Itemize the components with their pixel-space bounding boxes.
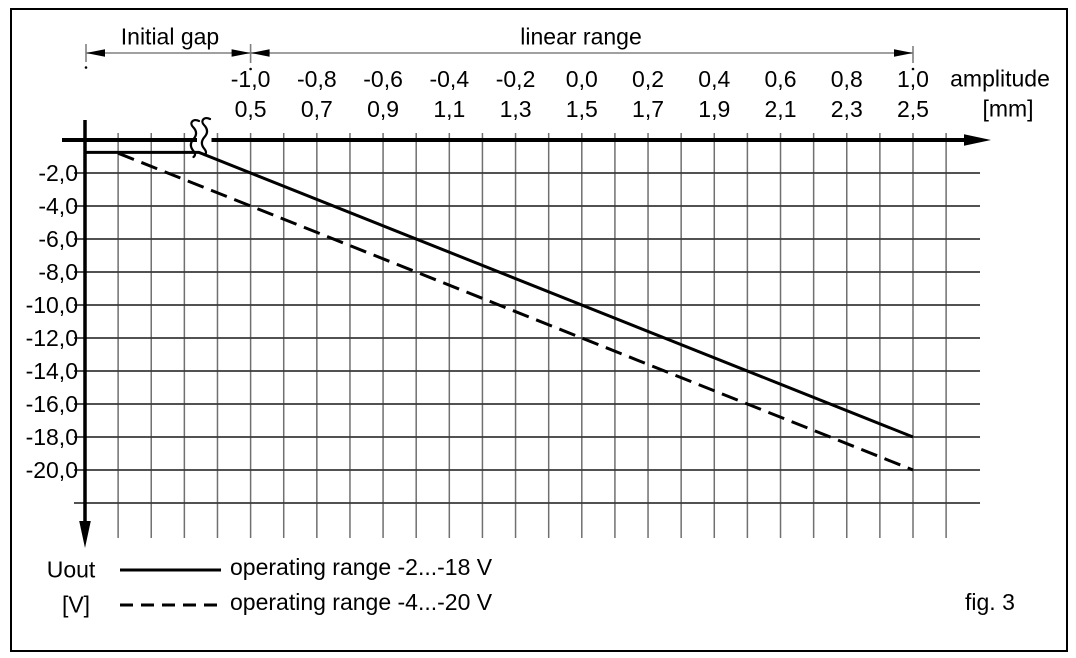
dimension-arrowhead-right (231, 49, 251, 57)
x-tick-label-amplitude: 0,0 (566, 66, 598, 92)
axis-break-symbol (189, 117, 212, 159)
x-tick-label-mm: 2,1 (765, 96, 797, 122)
figure-frame (10, 8, 1068, 652)
dimension-extension-dot (84, 66, 88, 69)
grid-vertical-lines (117, 133, 947, 538)
x-tick-labels-amplitude: -1,0 -0,8 -0,6 -0,4 -0,2 0,0 0,2 0,4 0,6 0,8 1,0 (231, 66, 929, 92)
x-axis-title: amplitude (950, 65, 1050, 92)
legend-line-samples (120, 568, 221, 607)
x-tick-label-mm: 1,1 (433, 96, 465, 122)
y-tick-label: -6,0 (38, 226, 78, 252)
x-tick-label-mm: 1,5 (566, 96, 598, 122)
x-tick-label-amplitude: -0,2 (496, 66, 536, 92)
y-tick-label: -2,0 (38, 160, 78, 186)
x-tick-label-amplitude: -0,4 (429, 66, 469, 92)
x-tick-label-amplitude: 0,6 (765, 66, 797, 92)
y-tick-label: -20,0 (26, 457, 78, 483)
y-tick-label: -14,0 (26, 358, 78, 384)
y-tick-label: -12,0 (26, 325, 78, 351)
y-tick-label: -16,0 (26, 391, 78, 417)
legend-label-dashed: operating range -4...-20 V (230, 589, 493, 615)
y-tick-label: -18,0 (26, 424, 78, 450)
x-tick-label-mm: 0,5 (235, 96, 267, 122)
axis-break-gap (197, 131, 212, 148)
legend-label-solid: operating range -2...-18 V (230, 554, 493, 580)
dimension-arrowhead-right (894, 49, 913, 57)
dimension-extension-dot (911, 67, 915, 71)
x-tick-label-mm: 1,3 (500, 96, 532, 122)
series-dashed-line (117, 151, 914, 472)
axes (62, 120, 991, 548)
data-series (85, 150, 914, 472)
x-tick-label-amplitude: 0,8 (831, 66, 863, 92)
y-axis-title: Uout (46, 556, 96, 583)
y-axis-arrowhead (79, 521, 91, 548)
x-tick-label-mm: 1,9 (698, 96, 730, 122)
x-tick-labels-mm: 0,5 0,7 0,9 1,1 1,3 1,5 1,7 1,9 2,1 2,3 2,5 (235, 96, 929, 122)
break-squiggle (200, 117, 212, 157)
grid-horizontal-lines (74, 172, 980, 504)
x-tick-label-mm: 2,5 (897, 96, 929, 122)
x-tick-label-amplitude: 1,0 (897, 66, 929, 92)
x-tick-label-mm: 2,3 (831, 96, 863, 122)
dimension-extension-dot (249, 67, 252, 71)
y-tick-labels: -2,0 -4,0 -6,0 -8,0 -10,0 -12,0 -14,0 -16,0 -18,… (26, 160, 78, 483)
y-tick-label: -10,0 (26, 292, 78, 318)
linear-range-label: linear range (520, 23, 642, 50)
y-axis-unit: [V] (61, 591, 91, 618)
x-tick-label-mm: 0,7 (301, 96, 333, 122)
x-tick-label-amplitude: 0,2 (632, 66, 664, 92)
x-tick-label-amplitude: -0,8 (297, 66, 337, 92)
x-tick-label-amplitude: -0,6 (363, 66, 403, 92)
y-tick-label: -4,0 (38, 193, 78, 219)
figure-caption: fig. 3 (965, 589, 1015, 615)
dimension-arrowhead-left (86, 49, 105, 57)
break-squiggle (189, 119, 201, 159)
series-solid-line (85, 150, 914, 439)
dimension-arrowhead-left (250, 49, 270, 57)
x-tick-label-mm: 1,7 (632, 96, 664, 122)
x-tick-label-mm: 0,9 (367, 96, 399, 122)
initial-gap-label: Initial gap (120, 23, 220, 50)
y-tick-label: -8,0 (38, 259, 78, 285)
x-axis-unit: [mm] (982, 95, 1034, 122)
x-axis-arrowhead (964, 134, 991, 146)
x-tick-label-amplitude: 0,4 (698, 66, 730, 92)
x-tick-label-amplitude: -1,0 (231, 66, 271, 92)
dimension-lines (84, 44, 915, 71)
